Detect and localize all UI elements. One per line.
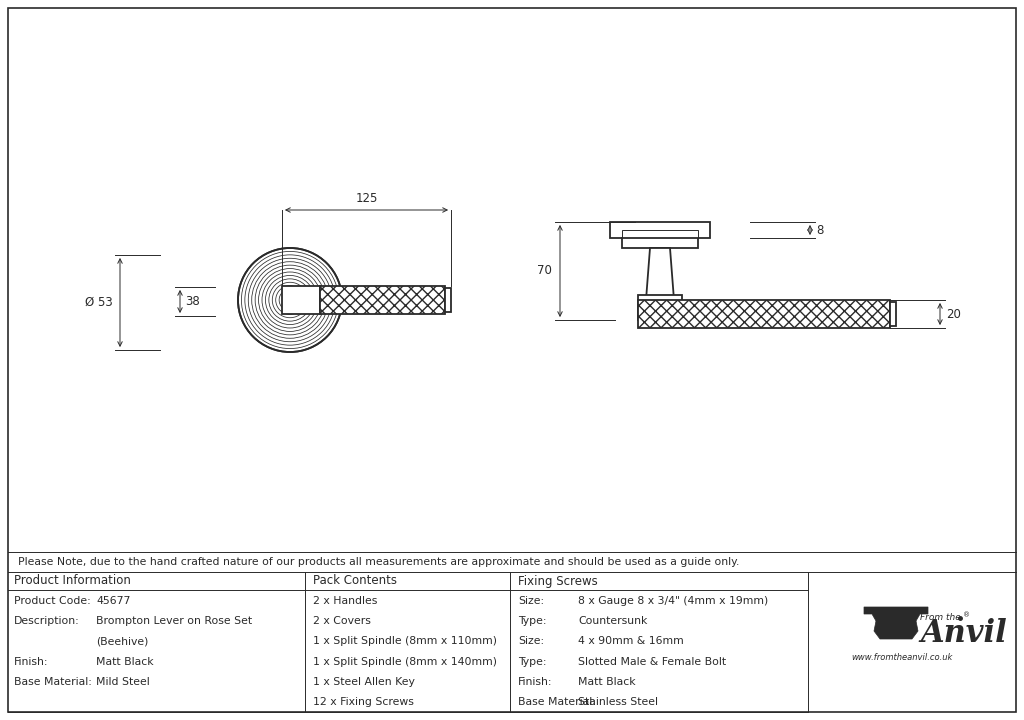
Bar: [610, 222, 710, 238]
Text: Type:: Type:: [518, 616, 547, 626]
Text: Brompton Lever on Rose Set: Brompton Lever on Rose Set: [96, 616, 252, 626]
Text: Base Material:: Base Material:: [518, 697, 596, 707]
Bar: [445, 288, 451, 312]
Text: Finish:: Finish:: [14, 657, 48, 667]
Text: Pack Contents: Pack Contents: [313, 575, 397, 588]
Text: (Beehive): (Beehive): [96, 636, 148, 647]
Text: Stainless Steel: Stainless Steel: [578, 697, 658, 707]
Bar: [638, 295, 682, 320]
Text: Slotted Male & Female Bolt: Slotted Male & Female Bolt: [578, 657, 726, 667]
Text: 4 x 90mm & 16mm: 4 x 90mm & 16mm: [578, 636, 684, 647]
Text: ®: ®: [963, 612, 970, 618]
Text: 2 x Covers: 2 x Covers: [313, 616, 371, 626]
Polygon shape: [874, 621, 918, 639]
Text: Product Information: Product Information: [14, 575, 131, 588]
Text: 8: 8: [816, 223, 823, 236]
Bar: [638, 300, 890, 328]
Text: Size:: Size:: [518, 636, 544, 647]
Text: 8 x Gauge 8 x 3/4" (4mm x 19mm): 8 x Gauge 8 x 3/4" (4mm x 19mm): [578, 595, 768, 606]
Text: 2 x Handles: 2 x Handles: [313, 595, 378, 606]
Text: Description:: Description:: [14, 616, 80, 626]
Text: Fixing Screws: Fixing Screws: [518, 575, 598, 588]
Bar: [319, 286, 445, 314]
Text: Matt Black: Matt Black: [96, 657, 154, 667]
Text: 38: 38: [185, 295, 200, 308]
Text: Ø 53: Ø 53: [85, 296, 113, 309]
Text: From the: From the: [920, 613, 961, 623]
Polygon shape: [864, 607, 928, 621]
Text: 125: 125: [355, 192, 378, 205]
Text: Matt Black: Matt Black: [578, 677, 636, 687]
Bar: [622, 238, 698, 248]
Text: Size:: Size:: [518, 595, 544, 606]
Text: Base Material:: Base Material:: [14, 677, 92, 687]
Text: 1 x Split Spindle (8mm x 140mm): 1 x Split Spindle (8mm x 140mm): [313, 657, 497, 667]
Text: 45677: 45677: [96, 595, 130, 606]
Text: 1 x Split Spindle (8mm x 110mm): 1 x Split Spindle (8mm x 110mm): [313, 636, 497, 647]
Text: Countersunk: Countersunk: [578, 616, 647, 626]
Text: 1 x Steel Allen Key: 1 x Steel Allen Key: [313, 677, 415, 687]
Text: Type:: Type:: [518, 657, 547, 667]
Text: www.fromtheanvil.co.uk: www.fromtheanvil.co.uk: [851, 652, 952, 662]
Text: Anvil: Anvil: [920, 618, 1007, 649]
Bar: [282, 286, 319, 314]
Text: Finish:: Finish:: [518, 677, 553, 687]
Text: Please Note, due to the hand crafted nature of our products all measurements are: Please Note, due to the hand crafted nat…: [18, 557, 739, 567]
Text: Mild Steel: Mild Steel: [96, 677, 150, 687]
Bar: [890, 302, 896, 326]
Bar: [622, 230, 698, 238]
Text: 12 x Fixing Screws: 12 x Fixing Screws: [313, 697, 414, 707]
Polygon shape: [646, 248, 674, 300]
Text: Product Code:: Product Code:: [14, 595, 91, 606]
Text: 70: 70: [538, 264, 552, 277]
Text: 20: 20: [946, 307, 961, 320]
